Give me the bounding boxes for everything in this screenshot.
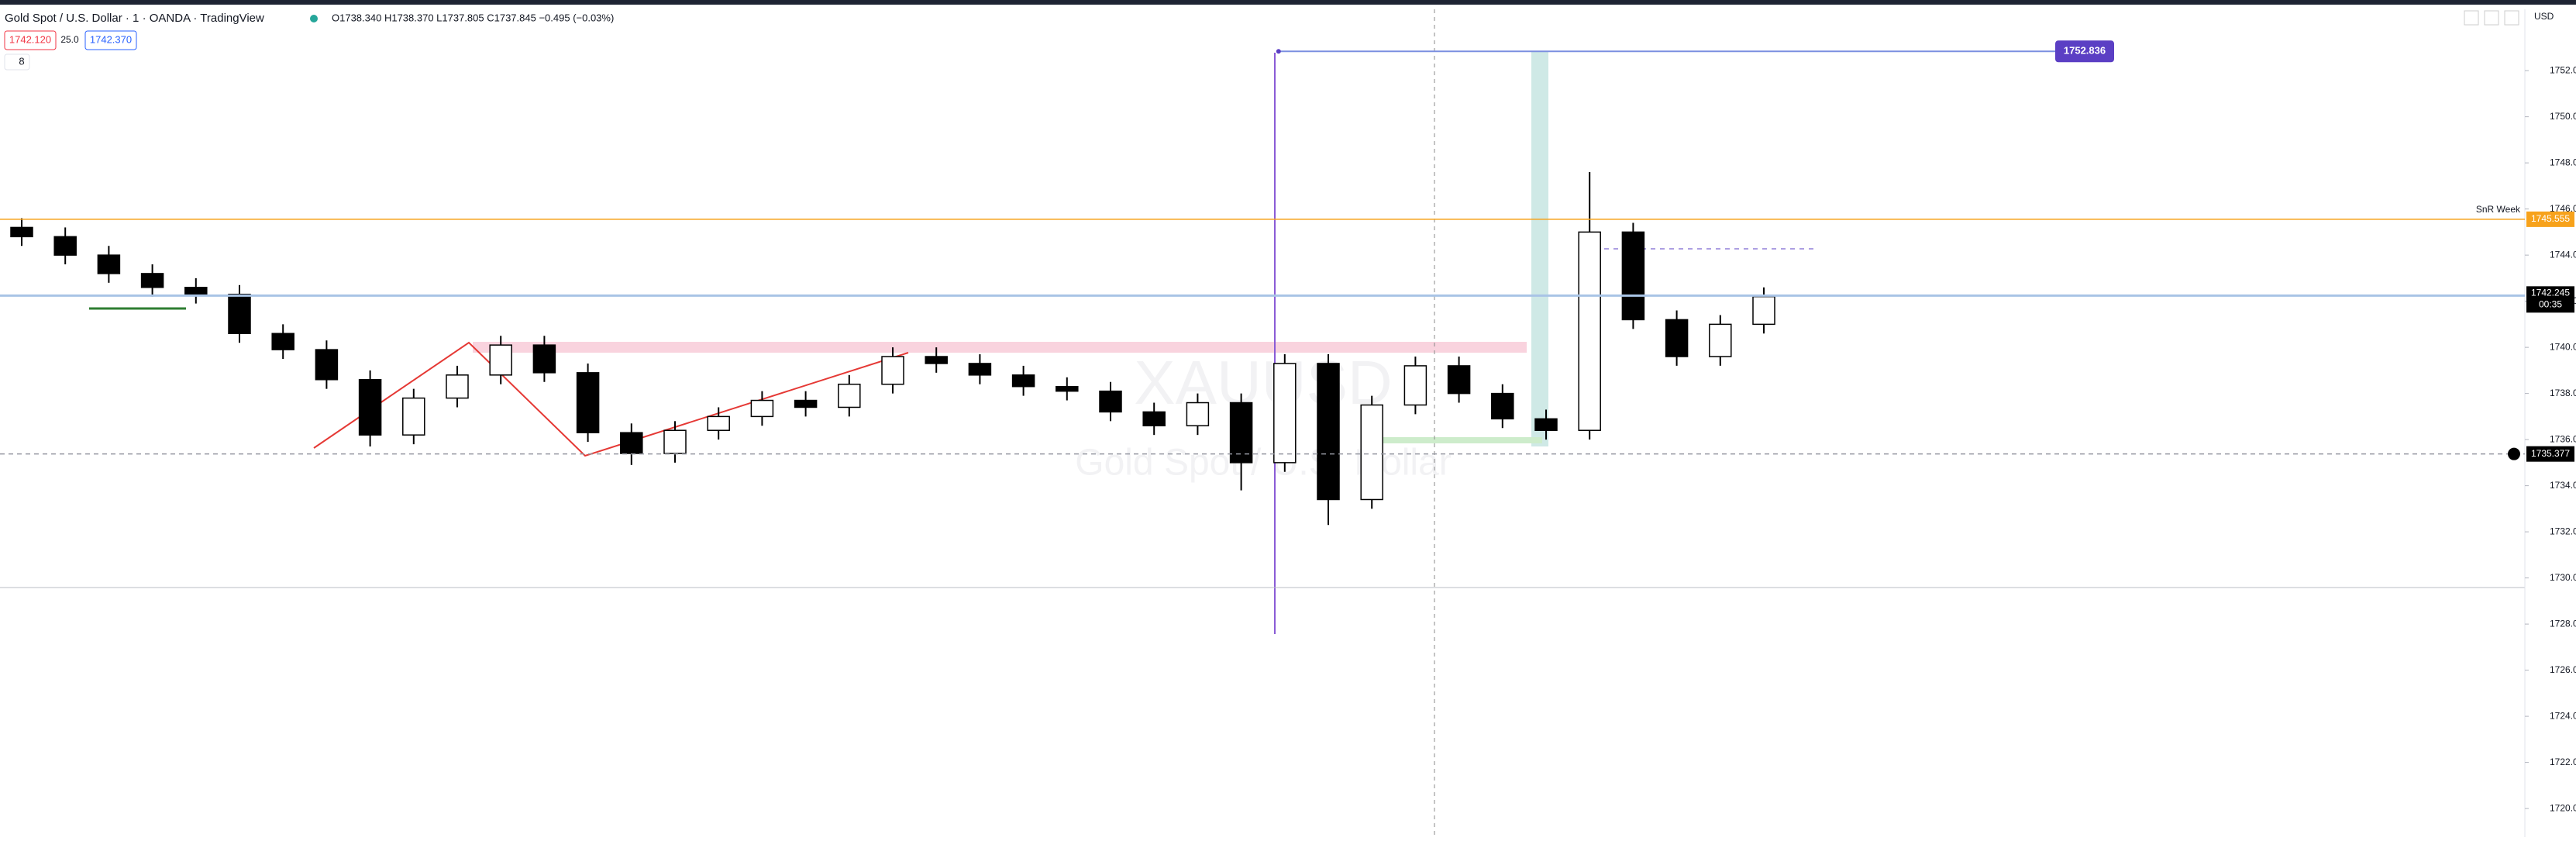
candle-body bbox=[1229, 402, 1253, 464]
candle-body bbox=[576, 372, 600, 433]
zone bbox=[473, 342, 1527, 353]
candle-body bbox=[663, 429, 687, 454]
candle-body bbox=[489, 344, 512, 376]
candle-body bbox=[1534, 418, 1558, 431]
y-tick-label: 1726.000 bbox=[2550, 664, 2576, 675]
candle-body bbox=[1011, 374, 1035, 388]
currency[interactable]: USD bbox=[2534, 11, 2554, 22]
candle-body bbox=[1578, 231, 1601, 431]
candle-body bbox=[620, 432, 643, 454]
axis-price: 1745.555 bbox=[2531, 213, 2570, 224]
buy-box[interactable] bbox=[84, 30, 137, 50]
candle-body bbox=[1491, 392, 1514, 420]
zone bbox=[1372, 437, 1542, 443]
candle-body bbox=[1317, 363, 1340, 501]
price-label: 1752.836 bbox=[2064, 45, 2106, 57]
countdown: 00:35 bbox=[2539, 299, 2562, 310]
y-tick-label: 1752.000 bbox=[2550, 64, 2576, 75]
candle-body bbox=[446, 374, 469, 399]
candle-body bbox=[750, 399, 774, 418]
candle-body bbox=[97, 254, 121, 274]
price-label-box bbox=[2055, 40, 2114, 63]
button[interactable] bbox=[2504, 10, 2519, 26]
candle-body bbox=[1403, 365, 1427, 406]
ohlc: O1738.340 H1738.370 L1737.805 C1737.845 … bbox=[332, 12, 614, 23]
level-name: SnR Week bbox=[2476, 204, 2521, 215]
toolbar bbox=[2464, 10, 2519, 26]
y-tick-label: 1748.000 bbox=[2550, 157, 2576, 167]
candle-body bbox=[707, 415, 730, 431]
candle-body bbox=[925, 356, 948, 364]
top-bar bbox=[0, 0, 2576, 5]
candle-body bbox=[1360, 404, 1383, 501]
candle-body bbox=[228, 293, 251, 335]
alert-icon bbox=[2508, 447, 2520, 460]
axis-price-box bbox=[2526, 446, 2574, 462]
candle-body bbox=[794, 399, 818, 408]
candle-body bbox=[838, 383, 861, 408]
candle-body bbox=[1142, 411, 1166, 427]
y-tick-label: 1744.000 bbox=[2550, 249, 2576, 260]
button[interactable] bbox=[2484, 10, 2499, 26]
candle-body bbox=[53, 236, 77, 256]
candle-body bbox=[184, 287, 208, 295]
axis-price-box bbox=[2526, 211, 2574, 227]
sell-box[interactable] bbox=[4, 30, 57, 50]
candle-body bbox=[10, 226, 33, 238]
watermark-description: Gold Spot / U.S. Dollar bbox=[1075, 443, 1452, 484]
candle-body bbox=[968, 363, 992, 376]
y-tick-label: 1728.000 bbox=[2550, 618, 2576, 629]
candle-body bbox=[402, 397, 425, 436]
candle-body bbox=[881, 356, 904, 385]
candle-body bbox=[1186, 402, 1210, 427]
y-tick-label: 1746.000 bbox=[2550, 203, 2576, 214]
axis-price: 1735.377 bbox=[2531, 448, 2570, 459]
candle-body bbox=[1056, 385, 1079, 392]
spread: 25.0 bbox=[60, 34, 79, 45]
zone bbox=[1531, 51, 1548, 446]
ask[interactable]: 1742.370 bbox=[90, 33, 132, 45]
y-tick-label: 1720.000 bbox=[2550, 802, 2576, 813]
candle-body bbox=[1099, 390, 1122, 413]
candle-body bbox=[1447, 365, 1471, 395]
candle-body bbox=[532, 344, 556, 374]
y-tick-label: 1750.000 bbox=[2550, 111, 2576, 122]
candle-body bbox=[271, 333, 294, 350]
y-tick-label: 1730.000 bbox=[2550, 572, 2576, 583]
y-tick-label: 1732.000 bbox=[2550, 526, 2576, 536]
candle-body bbox=[140, 273, 164, 288]
candle-body bbox=[1752, 295, 1775, 326]
candle-body bbox=[1709, 323, 1732, 357]
y-tick-label: 1738.000 bbox=[2550, 388, 2576, 398]
indicators-count[interactable]: 8 bbox=[19, 55, 24, 67]
axis-price-box bbox=[2526, 286, 2574, 313]
y-tick-label: 1722.000 bbox=[2550, 757, 2576, 767]
trend-line bbox=[313, 341, 909, 457]
candle-body bbox=[1621, 231, 1645, 321]
axis-price: 1742.245 bbox=[2531, 288, 2570, 298]
watermark-symbol: XAUUSD bbox=[1134, 348, 1392, 417]
y-tick-label: 1734.000 bbox=[2550, 480, 2576, 491]
y-tick-label: 1740.000 bbox=[2550, 341, 2576, 352]
symbol-title: Gold Spot / U.S. Dollar · 1 · OANDA · Tr… bbox=[5, 12, 264, 25]
market-status[interactable] bbox=[310, 15, 318, 22]
indicators-toggle[interactable] bbox=[4, 53, 30, 71]
y-tick-label: 1724.000 bbox=[2550, 710, 2576, 721]
candle-body bbox=[358, 379, 382, 436]
button[interactable] bbox=[2464, 10, 2479, 26]
candle-body bbox=[315, 349, 339, 381]
ray-anchor bbox=[1276, 49, 1281, 54]
candle-body bbox=[1273, 363, 1297, 464]
bid[interactable]: 1742.120 bbox=[9, 33, 51, 45]
y-tick-label: 1736.000 bbox=[2550, 433, 2576, 444]
candle-body bbox=[1665, 319, 1689, 357]
